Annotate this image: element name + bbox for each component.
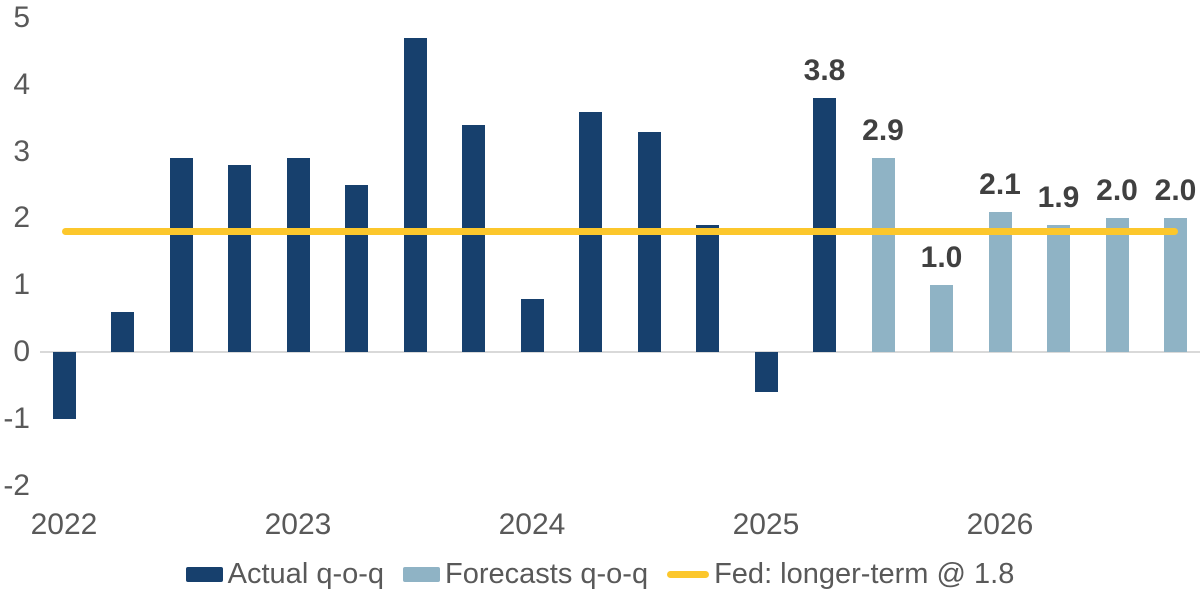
bar-2024-q4 [696,225,719,352]
legend: Actual q-o-q Forecasts q-o-q Fed: longer… [0,558,1200,590]
legend-label-actual: Actual q-o-q [227,558,385,590]
bar-2022-q2 [111,311,134,352]
bar-value-label: 1.9 [1037,181,1080,215]
actual-series-swatch-icon [185,566,223,582]
bar-2023-q2 [345,185,368,352]
bar-2026-q1 [988,211,1012,352]
bar-2022-q4 [228,164,251,352]
y-axis-tick-label: -1 [3,401,30,435]
bar-2023-q4 [462,124,485,352]
bar-value-label: 2.0 [1096,174,1138,208]
x-axis-year-label: 2026 [966,508,1034,541]
fed-line-swatch-icon [667,570,710,578]
legend-label-fed-line: Fed: longer-term @ 1.8 [714,558,1015,590]
y-axis-tick-label: 5 [13,1,30,34]
bar-2025-q4 [930,285,953,352]
bar-2023-q3 [403,38,427,352]
y-axis-tick-label: 0 [13,335,30,368]
y-axis-tick-label: 2 [13,201,30,235]
bar-2025-q3 [871,158,895,352]
legend-label-forecasts: Forecasts q-o-q [445,558,649,590]
bar-2026-q2 [1047,225,1070,352]
x-axis-year-label: 2023 [264,508,332,541]
y-axis-tick-label: -2 [3,468,30,502]
bar-value-label: 2.1 [979,167,1021,201]
bar-2026-q4 [1164,218,1187,352]
zero-gridline [40,351,1200,353]
y-axis-tick-label: 4 [13,67,30,101]
y-axis-tick-label: 3 [13,134,30,168]
fed-longer-term-line [62,228,1178,236]
legend-item-actual: Actual q-o-q [185,558,385,590]
bar-value-label: 2.0 [1154,174,1197,208]
bar-2024-q1 [520,298,544,352]
x-axis-year-label: 2022 [30,508,98,541]
bar-value-label: 2.9 [862,114,904,148]
legend-item-fed-line: Fed: longer-term @ 1.8 [667,558,1014,590]
legend-item-forecasts: Forecasts q-o-q [403,558,648,590]
bar-value-label: 3.8 [803,54,846,88]
bar-2025-q1 [754,352,778,393]
forecast-series-swatch-icon [403,566,441,582]
bar-2024-q3 [637,131,661,352]
x-axis-year-label: 2025 [732,508,800,541]
bar-2022-q3 [169,158,193,352]
bar-2026-q3 [1105,218,1129,352]
bar-2022-q1 [52,352,76,419]
y-axis-tick-label: 1 [13,268,30,302]
bar-2025-q2 [813,98,836,352]
x-axis-year-label: 2024 [498,508,566,541]
bar-2023-q1 [286,158,310,352]
bar-value-label: 1.0 [920,241,963,275]
